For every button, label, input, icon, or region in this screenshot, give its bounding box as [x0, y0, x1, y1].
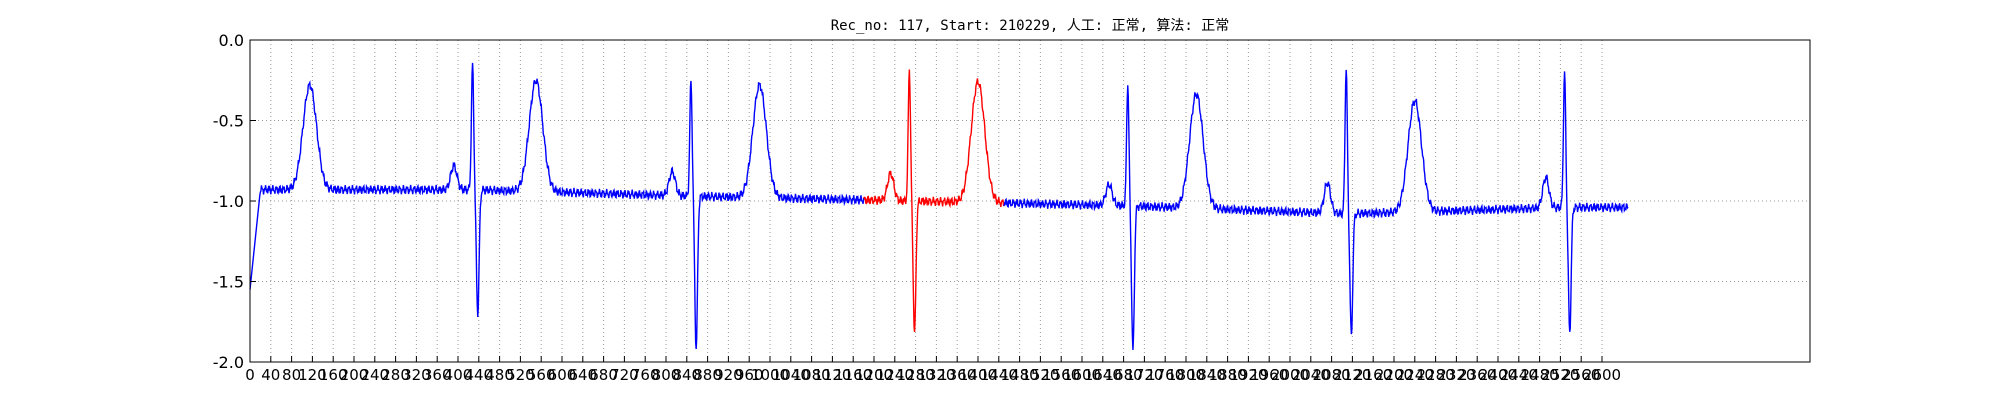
x-tick-label: 120	[298, 366, 327, 384]
x-tick-label: 80	[282, 366, 301, 384]
x-tick-label: 1720	[1125, 366, 1163, 384]
x-axis-ticks: 0 40 8012016020024028032036040044048052056…	[245, 356, 1621, 384]
x-tick-label: 760	[631, 366, 660, 384]
x-tick-label: 480	[485, 366, 514, 384]
x-tick-label: 160	[319, 366, 348, 384]
x-tick-label: 1760	[1146, 366, 1184, 384]
x-tick-label: 440	[464, 366, 493, 384]
ecg-line-normal	[249, 62, 865, 350]
x-tick-label: 200	[340, 366, 369, 384]
x-tick-label: 1040	[772, 366, 810, 384]
y-tick-label: -0.5	[213, 112, 244, 131]
x-tick-label: 960	[735, 366, 764, 384]
x-tick-label: 2120	[1333, 366, 1371, 384]
x-tick-label: 1480	[1001, 366, 1039, 384]
ecg-series	[249, 62, 1629, 350]
x-tick-label: 1920	[1229, 366, 1267, 384]
x-tick-label: 0	[245, 366, 255, 384]
x-tick-label: 1200	[855, 366, 893, 384]
x-tick-label: 2320	[1437, 366, 1475, 384]
x-tick-label: 520	[506, 366, 535, 384]
x-tick-label: 1400	[959, 366, 997, 384]
x-tick-label: 640	[568, 366, 597, 384]
x-tick-label: 920	[714, 366, 743, 384]
x-tick-label: 2040	[1292, 366, 1330, 384]
x-tick-label: 1240	[876, 366, 914, 384]
x-tick-label: 2080	[1313, 366, 1351, 384]
x-tick-label: 40	[261, 366, 280, 384]
x-tick-label: 2440	[1500, 366, 1538, 384]
y-tick-label: -1.0	[213, 192, 244, 211]
y-tick-label: 0.0	[219, 31, 244, 50]
ecg-line-normal	[1003, 69, 1629, 350]
x-tick-label: 2560	[1562, 366, 1600, 384]
x-tick-label: 880	[693, 366, 722, 384]
ecg-line-highlighted	[863, 69, 1005, 332]
x-tick-label: 2200	[1375, 366, 1413, 384]
x-tick-label: 1680	[1105, 366, 1143, 384]
x-tick-label: 2520	[1541, 366, 1579, 384]
x-tick-label: 360	[423, 366, 452, 384]
x-tick-label: 400	[444, 366, 473, 384]
x-tick-label: 1080	[793, 366, 831, 384]
x-tick-label: 600	[548, 366, 577, 384]
grid-lines	[249, 39, 1810, 363]
x-tick-label: 560	[527, 366, 556, 384]
x-tick-label: 1520	[1021, 366, 1059, 384]
x-tick-label: 1560	[1042, 366, 1080, 384]
x-tick-label: 2160	[1354, 366, 1392, 384]
x-tick-label: 1120	[813, 366, 851, 384]
x-tick-label: 2600	[1583, 366, 1621, 384]
x-tick-label: 1360	[938, 366, 976, 384]
y-tick-label: -1.5	[213, 273, 244, 292]
x-tick-label: 240	[360, 366, 389, 384]
x-tick-label: 1440	[980, 366, 1018, 384]
x-tick-label: 1960	[1250, 366, 1288, 384]
x-tick-label: 840	[672, 366, 701, 384]
x-tick-label: 1840	[1188, 366, 1226, 384]
x-tick-label: 1160	[834, 366, 872, 384]
y-tick-label: -2.0	[213, 353, 244, 372]
x-tick-label: 2240	[1396, 366, 1434, 384]
x-tick-label: 720	[610, 366, 639, 384]
x-tick-label: 280	[381, 366, 410, 384]
x-tick-label: 2480	[1521, 366, 1559, 384]
chart-title: Rec_no: 117, Start: 210229, 人工: 正常, 算法: …	[831, 18, 1230, 34]
x-tick-label: 1280	[897, 366, 935, 384]
x-tick-label: 1800	[1167, 366, 1205, 384]
x-tick-label: 2360	[1458, 366, 1496, 384]
x-tick-label: 1600	[1063, 366, 1101, 384]
x-tick-label: 680	[589, 366, 618, 384]
x-tick-label: 1320	[917, 366, 955, 384]
x-tick-label: 2000	[1271, 366, 1309, 384]
y-axis-ticks: 0.0 -0.5 -1.0 -1.5 -2.0	[213, 31, 256, 372]
x-tick-label: 1000	[751, 366, 789, 384]
x-tick-label: 320	[402, 366, 431, 384]
x-tick-label: 2280	[1417, 366, 1455, 384]
x-tick-label: 800	[652, 366, 681, 384]
x-tick-label: 1640	[1084, 366, 1122, 384]
x-tick-label: 1880	[1209, 366, 1247, 384]
x-tick-label: 2400	[1479, 366, 1517, 384]
